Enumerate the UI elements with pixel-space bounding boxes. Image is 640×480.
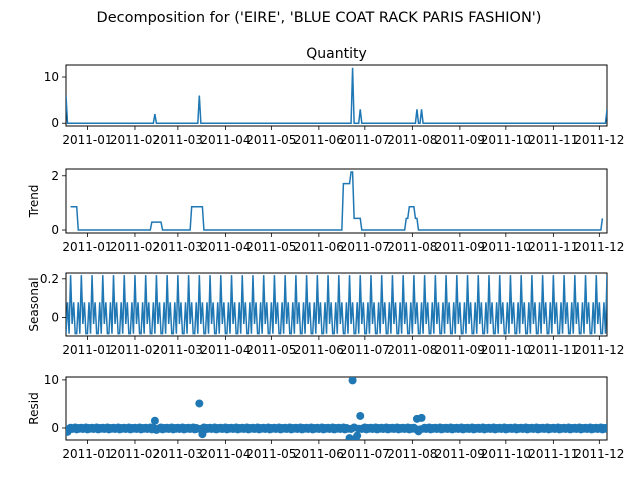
resid-y-tick-label-1: 10: [44, 373, 59, 387]
resid-x-tick-label-9: 2011-10: [481, 447, 531, 461]
quantity-panel: Quantity0102011-012011-022011-032011-042…: [44, 46, 625, 147]
resid-x-tick-label-1: 2011-02: [110, 447, 160, 461]
trend-series-line: [70, 171, 604, 231]
trend-x-tick-label-5: 2011-06: [294, 240, 344, 254]
quantity-axes-frame: [65, 64, 608, 127]
seasonal-x-tick-label-9: 2011-10: [481, 343, 531, 357]
resid-panel: Resid0102011-012011-022011-032011-042011…: [27, 373, 624, 461]
resid-x-tick-label-4: 2011-05: [246, 447, 296, 461]
resid-point-232: [417, 413, 426, 422]
trend-x-tick-label-11: 2011-12: [574, 240, 624, 254]
resid-x-tick-label-8: 2011-09: [435, 447, 485, 461]
seasonal-x-tick-label-0: 2011-01: [62, 343, 112, 357]
resid-x-tick-label-3: 2011-04: [200, 447, 250, 461]
seasonal-x-tick-label-6: 2011-07: [340, 343, 390, 357]
seasonal-x-tick-label-3: 2011-04: [200, 343, 250, 357]
resid-point-190: [353, 431, 362, 440]
quantity-x-tick-label-7: 2011-08: [387, 133, 437, 147]
seasonal-x-tick-label-10: 2011-11: [528, 343, 578, 357]
seasonal-y-label: Seasonal: [27, 277, 41, 331]
seasonal-panel: Seasonal 0 0.2 2011-012011-022011-032011-04…: [27, 272, 624, 357]
seasonal-y-tick-label-0: 0: [51, 311, 59, 325]
seasonal-y-tick-label-1: 0.2: [40, 272, 59, 286]
quantity-x-tick-label-8: 2011-09: [435, 133, 485, 147]
quantity-x-tick-label-5: 2011-06: [294, 133, 344, 147]
trend-panel: Trend022011-012011-022011-032011-042011-…: [27, 168, 624, 254]
resid-point-58: [150, 416, 159, 425]
resid-point-192: [356, 411, 365, 420]
trend-x-tick-label-1: 2011-02: [110, 240, 160, 254]
trend-x-tick-label-10: 2011-11: [528, 240, 578, 254]
quantity-series-line: [66, 67, 607, 124]
trend-x-tick-label-9: 2011-10: [481, 240, 531, 254]
resid-point-187: [348, 377, 357, 385]
quantity-x-tick-label-10: 2011-11: [528, 133, 578, 147]
resid-x-tick-label-6: 2011-07: [340, 447, 390, 461]
quantity-x-tick-label-0: 2011-01: [62, 133, 112, 147]
quantity-x-tick-label-1: 2011-02: [110, 133, 160, 147]
quantity-x-tick-label-9: 2011-10: [481, 133, 531, 147]
trend-x-tick-label-2: 2011-03: [153, 240, 203, 254]
seasonal-series-line: [66, 275, 607, 335]
trend-y-tick-label-1: 2: [51, 169, 59, 183]
panels-container: Quantity0102011-012011-022011-032011-042…: [27, 46, 624, 461]
seasonal-x-tick-label-8: 2011-09: [435, 343, 485, 357]
quantity-y-tick-label-1: 10: [44, 70, 59, 84]
trend-x-tick-label-8: 2011-09: [435, 240, 485, 254]
resid-x-tick-label-2: 2011-03: [153, 447, 203, 461]
trend-y-label: Trend: [27, 185, 41, 219]
quantity-y-tick-label-0: 0: [51, 116, 59, 130]
resid-point-353: [603, 423, 607, 432]
resid-points: [66, 377, 607, 440]
seasonal-x-tick-label-1: 2011-02: [110, 343, 160, 357]
resid-y-tick-label-0: 0: [51, 421, 59, 435]
quantity-panel-title: Quantity: [306, 46, 367, 62]
quantity-x-tick-label-3: 2011-04: [200, 133, 250, 147]
quantity-x-tick-label-11: 2011-12: [574, 133, 624, 147]
quantity-x-tick-label-6: 2011-07: [340, 133, 390, 147]
resid-x-tick-label-5: 2011-06: [294, 447, 344, 461]
seasonal-x-tick-label-7: 2011-08: [387, 343, 437, 357]
resid-x-tick-label-0: 2011-01: [62, 447, 112, 461]
trend-x-tick-label-4: 2011-05: [246, 240, 296, 254]
seasonal-x-tick-label-2: 2011-03: [153, 343, 203, 357]
resid-point-185: [345, 434, 354, 440]
trend-axes-frame: [65, 168, 608, 234]
trend-x-tick-label-7: 2011-08: [387, 240, 437, 254]
seasonal-x-tick-label-11: 2011-12: [574, 343, 624, 357]
resid-point-87: [195, 399, 204, 408]
resid-x-tick-label-11: 2011-12: [574, 447, 624, 461]
quantity-x-tick-label-2: 2011-03: [153, 133, 203, 147]
figure-title: Decomposition for ('EIRE', 'BLUE COAT RA…: [97, 10, 542, 26]
seasonal-x-tick-label-4: 2011-05: [246, 343, 296, 357]
seasonal-x-tick-label-5: 2011-06: [294, 343, 344, 357]
resid-x-tick-label-10: 2011-11: [528, 447, 578, 461]
trend-y-tick-label-0: 0: [51, 223, 59, 237]
trend-x-tick-label-6: 2011-07: [340, 240, 390, 254]
quantity-x-tick-label-4: 2011-05: [246, 133, 296, 147]
resid-x-tick-label-7: 2011-08: [387, 447, 437, 461]
trend-x-tick-label-3: 2011-04: [200, 240, 250, 254]
trend-x-tick-label-0: 2011-01: [62, 240, 112, 254]
resid-y-label: Resid: [27, 392, 41, 424]
